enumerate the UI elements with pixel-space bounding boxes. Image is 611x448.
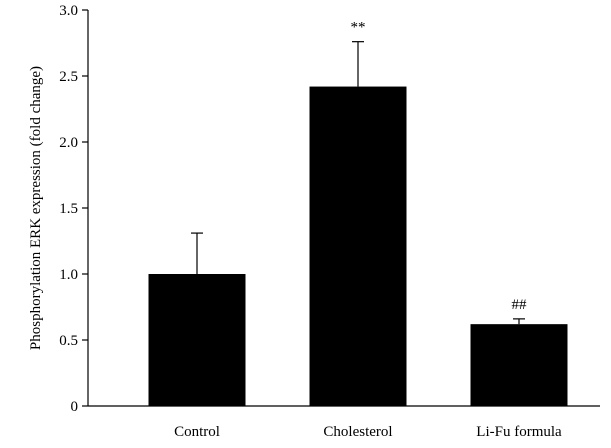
significance-annotation: **	[351, 20, 366, 36]
y-axis-title: Phosphorylation ERK expression (fold cha…	[28, 66, 44, 350]
y-tick-label: 0	[71, 399, 79, 415]
x-tick-label: Control	[174, 424, 220, 440]
y-tick-label: 0.5	[59, 333, 78, 349]
x-tick-label: Cholesterol	[323, 424, 392, 440]
y-tick-label: 1.0	[59, 267, 78, 283]
bars	[148, 41, 568, 406]
bar-control	[148, 274, 246, 406]
bar-cholesterol	[309, 86, 407, 406]
significance-annotation: ##	[512, 297, 528, 313]
labels: 0 0.5 1.0 1.5 2.0 2.5 3.0 Control ** Cholesterol #…	[59, 3, 562, 440]
y-tick-label: 1.5	[59, 201, 78, 217]
y-tick-label: 2.0	[59, 135, 78, 151]
bar-li-fu-formula	[470, 324, 568, 406]
y-tick-label: 2.5	[59, 69, 78, 85]
y-tick-label: 3.0	[59, 3, 78, 19]
x-tick-label: Li-Fu formula	[476, 424, 562, 440]
